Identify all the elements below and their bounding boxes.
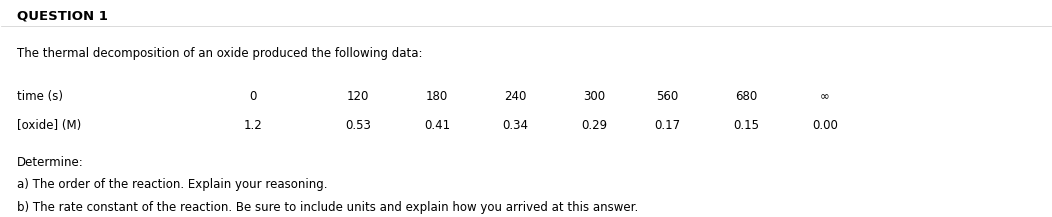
Text: 560: 560 <box>656 90 679 103</box>
Text: 180: 180 <box>426 90 448 103</box>
Text: time (s): time (s) <box>17 90 63 103</box>
Text: 680: 680 <box>735 90 757 103</box>
Text: 300: 300 <box>583 90 605 103</box>
Text: 0.53: 0.53 <box>345 119 371 132</box>
Text: ∞: ∞ <box>821 90 830 103</box>
Text: a) The order of the reaction. Explain your reasoning.: a) The order of the reaction. Explain yo… <box>17 178 327 191</box>
Text: 1.2: 1.2 <box>244 119 263 132</box>
Text: QUESTION 1: QUESTION 1 <box>17 10 108 23</box>
Text: 0.17: 0.17 <box>654 119 681 132</box>
Text: [oxide] (M): [oxide] (M) <box>17 119 81 132</box>
Text: 0.41: 0.41 <box>424 119 450 132</box>
Text: 0: 0 <box>249 90 257 103</box>
Text: 0.15: 0.15 <box>733 119 760 132</box>
Text: 120: 120 <box>347 90 369 103</box>
Text: Determine:: Determine: <box>17 156 84 169</box>
Text: b) The rate constant of the reaction. Be sure to include units and explain how y: b) The rate constant of the reaction. Be… <box>17 201 639 214</box>
Text: 0.00: 0.00 <box>812 119 838 132</box>
Text: 0.34: 0.34 <box>503 119 528 132</box>
Text: 240: 240 <box>504 90 527 103</box>
Text: 0.29: 0.29 <box>581 119 607 132</box>
Text: The thermal decomposition of an oxide produced the following data:: The thermal decomposition of an oxide pr… <box>17 47 423 60</box>
